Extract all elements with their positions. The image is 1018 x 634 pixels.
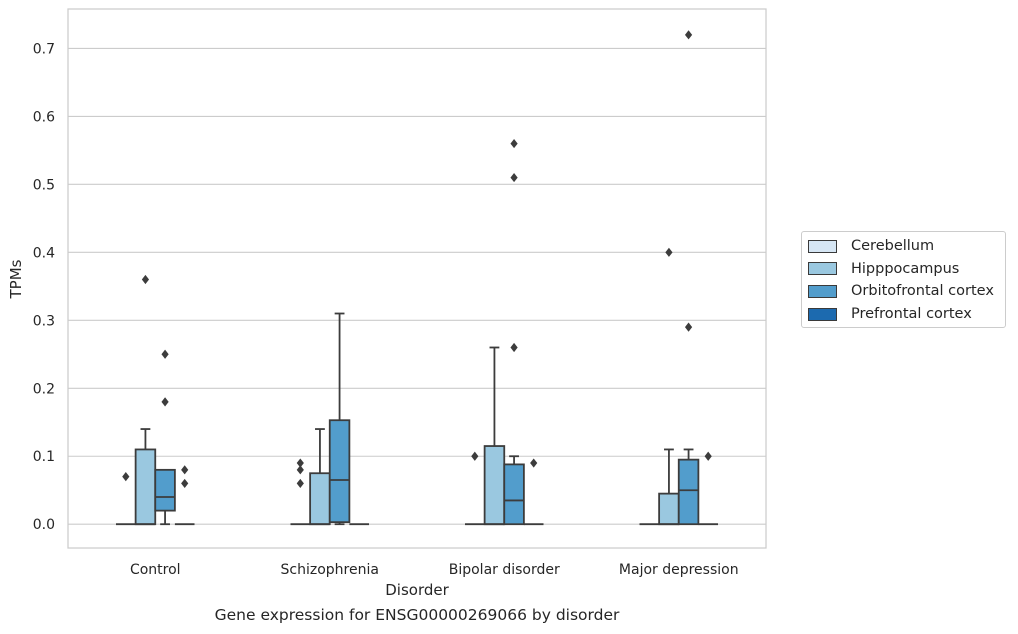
- legend-label: Hipppocampus: [851, 260, 960, 277]
- box-iqr: [134, 448, 157, 526]
- box-prefrontal-cortex: [698, 451, 719, 526]
- box-prefrontal-cortex: [523, 458, 544, 526]
- legend-item: Hipppocampus: [808, 258, 999, 281]
- box-iqr: [658, 492, 680, 526]
- legend: Cerebellum Hipppocampus Orbitofrontal cort…: [801, 231, 1006, 329]
- legend-label: Cerebellum: [851, 238, 935, 255]
- x-axis-ticks: Control Schizophrenia Bipolar disorder Majo…: [130, 562, 739, 578]
- legend-swatch: [808, 239, 837, 253]
- box-hipppocampus: [309, 428, 331, 526]
- box-orbitofrontal-cortex: [154, 349, 176, 526]
- box-iqr: [328, 419, 351, 524]
- plot-area-frame: [67, 8, 767, 549]
- legend-swatch: [808, 284, 837, 298]
- box-iqr: [483, 445, 506, 526]
- gridlines: [68, 47, 766, 525]
- y-tick-label: 0.6: [33, 109, 55, 125]
- outlier-point: [510, 138, 518, 149]
- box-iqr: [309, 472, 331, 526]
- box-iqr: [677, 458, 700, 526]
- legend-item: Orbitofrontal cortex: [808, 280, 999, 303]
- outlier-point: [704, 451, 712, 461]
- y-tick-label: 0.7: [33, 41, 55, 57]
- outlier-point: [684, 30, 693, 40]
- outlier-point: [141, 274, 150, 285]
- box-hipppocampus: [658, 247, 680, 526]
- box-prefrontal-cortex: [174, 465, 195, 526]
- y-tick-label: 0.2: [33, 381, 55, 397]
- legend-swatch: [808, 262, 837, 276]
- outlier-point: [296, 478, 304, 489]
- legend-label: Orbitofrontal cortex: [851, 283, 994, 300]
- outlier-point: [296, 458, 304, 468]
- box-hipppocampus: [483, 346, 506, 526]
- y-tick-label: 0.1: [33, 449, 55, 465]
- x-tick-label: Major depression: [619, 562, 739, 578]
- outlier-point: [181, 465, 189, 475]
- x-tick-label: Bipolar disorder: [449, 562, 560, 578]
- outlier-point: [530, 458, 538, 468]
- box-hipppocampus: [134, 274, 157, 526]
- outlier-point: [122, 472, 130, 482]
- outlier-point: [161, 349, 169, 359]
- figure-caption: Gene expression for ENSG00000269066 by d…: [214, 606, 620, 624]
- outlier-point: [181, 478, 189, 489]
- outlier-point: [471, 451, 479, 461]
- outlier-point: [161, 397, 169, 407]
- x-tick-label: Schizophrenia: [281, 562, 379, 578]
- box-cerebellum: [464, 451, 485, 526]
- y-axis-label: TPMs: [7, 259, 25, 299]
- y-tick-label: 0.3: [33, 313, 55, 329]
- x-tick-label: Control: [130, 562, 181, 578]
- box-iqr: [503, 463, 525, 526]
- legend-item: Prefrontal cortex: [808, 303, 999, 326]
- x-axis-label: Disorder: [385, 581, 449, 599]
- outlier-point: [296, 465, 304, 475]
- y-axis-ticks: 0.0 0.1 0.2 0.3 0.4 0.5 0.6 0.7: [33, 41, 55, 533]
- outlier-point: [510, 342, 518, 353]
- box-cerebellum: [290, 458, 311, 526]
- y-tick-label: 0.0: [33, 517, 55, 533]
- y-tick-label: 0.5: [33, 177, 55, 193]
- box-cerebellum: [115, 472, 136, 526]
- legend-item: Cerebellum: [808, 235, 999, 258]
- outlier-point: [510, 172, 518, 183]
- outlier-point: [665, 247, 673, 257]
- box-orbitofrontal-cortex: [503, 138, 525, 526]
- legend-swatch: [808, 307, 837, 321]
- box-groups: [115, 30, 719, 526]
- box-orbitofrontal-cortex: [677, 30, 700, 526]
- outlier-point: [684, 322, 693, 332]
- box-iqr: [154, 468, 176, 512]
- y-tick-label: 0.4: [33, 245, 55, 261]
- box-orbitofrontal-cortex: [328, 312, 351, 526]
- legend-label: Prefrontal cortex: [851, 306, 972, 323]
